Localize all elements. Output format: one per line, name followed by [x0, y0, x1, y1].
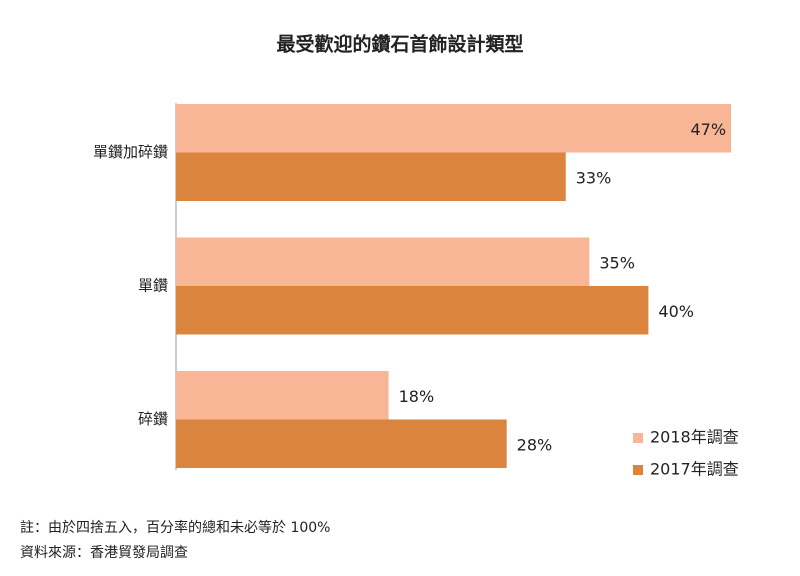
- value-label: 28%: [517, 435, 553, 454]
- value-label: 47%: [691, 120, 727, 139]
- value-label: 40%: [658, 302, 694, 321]
- y-tick-label: 單鑽: [138, 277, 168, 295]
- bar: [176, 286, 649, 335]
- legend-swatch: [633, 433, 643, 443]
- value-label: 35%: [599, 253, 635, 272]
- footnote: 註：由於四捨五入，百分率的總和未必等於 100%: [20, 519, 330, 536]
- bar: [176, 237, 590, 286]
- source: 資料來源：香港貿發局調查: [20, 545, 188, 561]
- legend-label: 2017年調查: [650, 460, 739, 479]
- bar: [176, 104, 732, 153]
- legend-swatch: [633, 465, 643, 475]
- bar: [176, 152, 566, 201]
- y-tick-label: 碎鑽: [138, 410, 168, 428]
- bar: [176, 419, 507, 468]
- value-label: 18%: [399, 387, 435, 406]
- legend-label: 2018年調查: [650, 428, 739, 447]
- y-tick-label: 單鑽加碎鑽: [93, 143, 168, 161]
- chart-title: 最受歡迎的鑽石首飾設計類型: [276, 33, 523, 56]
- value-label: 33%: [576, 168, 612, 187]
- bar: [176, 371, 389, 420]
